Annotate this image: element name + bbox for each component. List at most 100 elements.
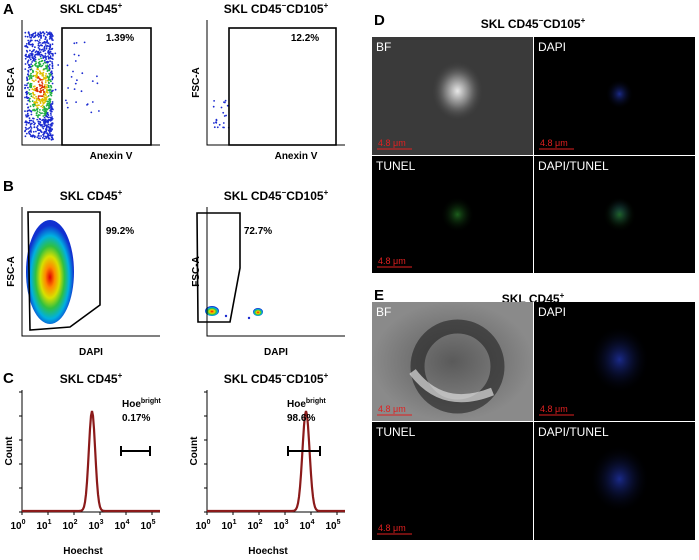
event-dot	[83, 41, 86, 44]
event-dot	[38, 58, 40, 61]
tick-exp: 5	[337, 519, 341, 526]
event-dot	[39, 109, 41, 111]
event-dot	[33, 108, 35, 111]
event-dot	[46, 91, 49, 94]
event-dot	[86, 103, 89, 105]
event-dot	[24, 87, 26, 90]
event-dot	[44, 113, 47, 115]
scale-label: 4.8 μm	[540, 404, 568, 414]
event-dot	[30, 84, 33, 87]
event-dot	[222, 126, 225, 129]
event-dot	[28, 93, 31, 96]
x-tick-label: 103	[88, 519, 103, 532]
event-dot	[31, 122, 33, 125]
event-dot	[73, 88, 76, 90]
x-axis-label: Hoechst	[63, 546, 103, 557]
event-dot	[31, 134, 33, 137]
event-dot	[49, 73, 52, 76]
event-dot	[37, 122, 40, 125]
nucleus	[589, 325, 650, 394]
event-dot	[77, 54, 80, 57]
density	[253, 308, 263, 316]
event-dot	[43, 107, 46, 110]
event-dot	[51, 61, 53, 63]
density	[26, 220, 74, 324]
event-dot	[47, 114, 50, 116]
scale-label: 4.8 μm	[378, 523, 406, 533]
event-dot	[37, 132, 40, 135]
event-dot	[24, 35, 27, 38]
event-dot	[45, 91, 47, 93]
event-dot	[218, 123, 221, 126]
superscript: +	[560, 291, 565, 300]
event-dot	[37, 47, 40, 49]
event-dot	[47, 55, 49, 58]
event-dot	[38, 83, 41, 86]
event-dot	[37, 52, 39, 55]
event-dot	[46, 79, 49, 82]
event-dot	[42, 78, 45, 81]
x-tick-label: 105	[140, 519, 155, 532]
x-tick-label: 104	[114, 519, 129, 532]
event-dot	[27, 92, 30, 94]
panel-letter: D	[374, 12, 385, 29]
event-dot	[49, 44, 52, 47]
event-dot	[223, 115, 226, 117]
event-dot	[43, 61, 46, 64]
event-dot	[41, 85, 44, 87]
event-dot	[48, 106, 51, 108]
event-dot	[27, 106, 29, 109]
event-dot	[30, 39, 33, 42]
event-dot	[28, 89, 31, 91]
event-dot	[50, 138, 53, 141]
event-dot	[39, 51, 42, 54]
event-dot	[38, 118, 41, 120]
gate-percent: 72.7%	[244, 226, 272, 237]
x-tick-label: 102	[247, 519, 262, 532]
event-dot	[25, 43, 28, 45]
nucleus	[589, 445, 650, 513]
event-dot	[51, 134, 53, 137]
event-dot	[39, 100, 42, 103]
event-dot	[34, 56, 37, 59]
event-dot	[43, 45, 46, 48]
scale-label: 4.8 μm	[540, 138, 568, 148]
event-dot	[41, 64, 44, 67]
event-dot	[41, 136, 44, 139]
x-tick-label: 101	[221, 519, 236, 532]
event-dot	[220, 106, 223, 109]
tick-base: 10	[299, 521, 311, 532]
event-dot	[37, 68, 40, 71]
event-dot	[46, 112, 49, 115]
event-dot	[50, 48, 53, 51]
event-dot	[36, 110, 39, 113]
event-dot	[24, 45, 27, 48]
event-dot	[47, 137, 50, 140]
event-dot	[31, 65, 33, 68]
event-dot	[32, 117, 34, 120]
event-dot	[34, 74, 37, 77]
event-dot	[32, 105, 35, 108]
event-dot	[45, 47, 48, 50]
event-dot	[45, 65, 47, 67]
event-dot	[38, 48, 41, 50]
event-dot	[51, 72, 54, 75]
event-dot	[27, 99, 30, 102]
event-dot	[49, 109, 52, 112]
event-dot	[25, 115, 28, 118]
event-dot	[46, 64, 49, 67]
event-dot	[30, 127, 33, 129]
event-dot	[36, 125, 39, 127]
event-dot	[66, 64, 69, 67]
event-dot	[50, 119, 53, 121]
event-dot	[76, 79, 78, 82]
event-dot	[47, 69, 49, 71]
event-dot	[36, 71, 39, 74]
event-dot	[41, 78, 43, 81]
event-dot	[44, 44, 47, 46]
event-dot	[96, 82, 99, 85]
event-dot	[50, 70, 53, 73]
gate-name: Hoebright	[287, 398, 326, 410]
event-dot	[48, 47, 51, 50]
